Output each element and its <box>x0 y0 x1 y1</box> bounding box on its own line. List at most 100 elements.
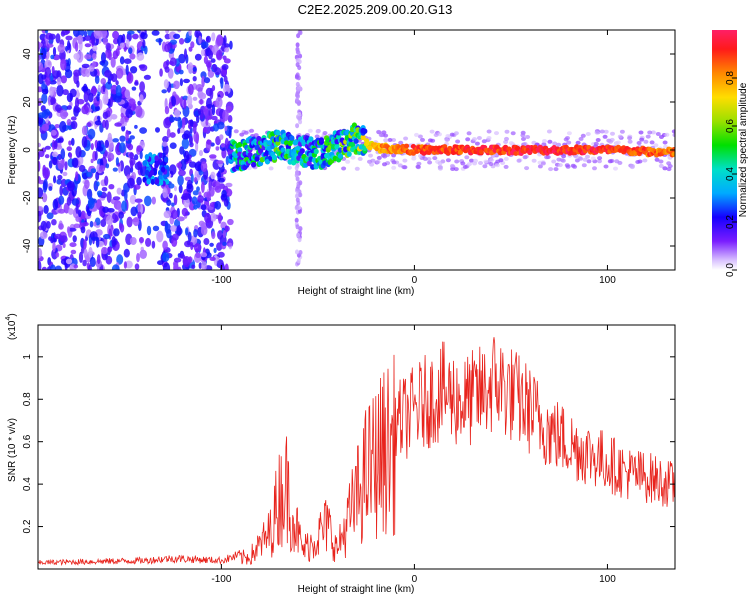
snr-axes: -100 0 100 0.2 0.4 0.6 0.8 1 <box>22 325 675 585</box>
spectrogram-cell <box>68 208 74 215</box>
spectrogram-cell <box>123 58 132 64</box>
spectrogram-cell <box>149 169 154 176</box>
spectrogram-cell <box>378 133 384 138</box>
spectrogram-cell <box>181 137 190 150</box>
spectrogram-cell <box>46 221 51 229</box>
spectrogram-cell <box>163 156 169 163</box>
spectrogram-cell <box>98 165 106 172</box>
spectrogram-cell <box>464 155 470 160</box>
spectrogram-cell <box>84 43 92 48</box>
spectrogram-cell <box>157 169 163 176</box>
spectrogram-cell <box>552 141 558 146</box>
spectrogram-cell <box>66 92 73 103</box>
spectrogram-cell <box>216 121 225 130</box>
spectrogram-cell <box>70 249 77 255</box>
spectrogram-cell <box>298 226 303 232</box>
spectrogram-cell <box>211 231 216 240</box>
spectrogram-cell <box>111 264 120 270</box>
spectrogram-y-tick-label: -20 <box>22 190 33 205</box>
spectrogram-cell <box>179 78 183 87</box>
snr-multiplier-prefix: (x10 <box>7 320 18 340</box>
spectrogram-cell <box>294 193 299 199</box>
spectrogram-cell <box>183 150 190 163</box>
spectrogram-cell <box>537 164 543 169</box>
spectrogram-cell <box>504 129 510 134</box>
spectrogram-cell <box>578 136 584 141</box>
spectrogram-cell <box>115 80 119 86</box>
spectrogram-cell <box>119 56 125 65</box>
spectrogram-cell <box>522 142 528 146</box>
spectrogram-cell <box>253 133 259 138</box>
spectrogram-cell <box>163 173 168 180</box>
spectrogram-cell <box>478 161 483 165</box>
spectrogram-cell <box>94 75 100 84</box>
spectrogram-cell <box>59 185 63 197</box>
spectrogram-cell <box>137 211 142 219</box>
spectrogram-cell <box>124 89 131 99</box>
spectrogram-cell <box>193 243 202 252</box>
spectrogram-cell <box>190 41 195 49</box>
spectrogram-cell <box>237 141 243 148</box>
spectrogram-cell <box>82 259 87 267</box>
spectrogram-cell <box>481 139 487 144</box>
spectrogram-cell <box>671 151 675 157</box>
spectrogram-cell <box>249 128 255 133</box>
spectrogram-cell <box>51 66 55 75</box>
spectrogram-cell <box>671 147 675 152</box>
spectrogram-cell <box>75 203 79 215</box>
spectrogram-cell <box>75 146 82 158</box>
spectrogram-cell <box>177 128 181 134</box>
spectrogram-cell <box>82 222 89 227</box>
spectrogram-cell <box>48 160 53 169</box>
spectrogram-cell <box>306 160 312 167</box>
spectrogram-cell <box>296 258 301 264</box>
spectrogram-cell <box>213 254 218 266</box>
spectrogram-cell <box>603 129 609 134</box>
spectrogram-cell <box>223 75 228 83</box>
spectrogram-cell <box>81 85 89 92</box>
spectrogram-cell <box>594 130 600 135</box>
spectrogram-cell <box>169 116 175 123</box>
spectrogram-cell <box>151 240 156 249</box>
spectrogram-cell <box>181 117 186 129</box>
spectrogram-cell <box>165 30 170 34</box>
spectrogram-cell <box>206 139 212 145</box>
spectrogram-y-tick-label: 0 <box>22 147 33 153</box>
spectrogram-cell <box>57 174 63 180</box>
spectrogram-cell <box>271 154 278 161</box>
spectrogram-cell <box>202 126 208 133</box>
spectrogram-cell <box>210 171 216 180</box>
spectrogram-cell <box>52 156 58 166</box>
spectrogram-cell <box>94 150 98 161</box>
spectrogram-cell <box>105 48 111 59</box>
spectrogram-cell <box>84 54 92 60</box>
spectrogram-cell <box>115 84 122 97</box>
spectrogram-cell <box>107 246 113 253</box>
spectrogram-cell <box>60 148 66 160</box>
spectrogram-cell <box>411 156 417 161</box>
spectrogram-cell <box>189 135 193 145</box>
spectrogram-cell <box>391 138 397 142</box>
spectrogram-cell <box>81 105 89 115</box>
spectrogram-cell <box>553 167 559 172</box>
spectrogram-cell <box>62 242 66 248</box>
spectrogram-cell <box>109 142 114 151</box>
spectrogram-cell <box>41 93 48 104</box>
spectrogram-cell <box>578 156 584 161</box>
spectrogram-cell <box>152 225 160 232</box>
spectrogram-cell <box>136 52 145 61</box>
spectrogram-cell <box>46 212 54 220</box>
spectrogram-cell <box>619 129 625 134</box>
spectrogram-cell <box>83 30 88 38</box>
spectrogram-cell <box>613 166 618 171</box>
spectrogram-cell <box>87 197 95 210</box>
spectrogram-cell <box>376 155 382 160</box>
spectrogram-y-axis-label: Frequency (Hz) <box>7 116 18 185</box>
spectrogram-cell <box>193 177 198 183</box>
spectrogram-cell <box>375 159 381 164</box>
spectrogram-cell <box>134 124 138 129</box>
spectrogram-cell <box>154 178 160 185</box>
spectrogram-cell <box>105 163 110 169</box>
spectrogram-cell <box>566 140 572 145</box>
spectrogram-cell <box>476 136 482 140</box>
